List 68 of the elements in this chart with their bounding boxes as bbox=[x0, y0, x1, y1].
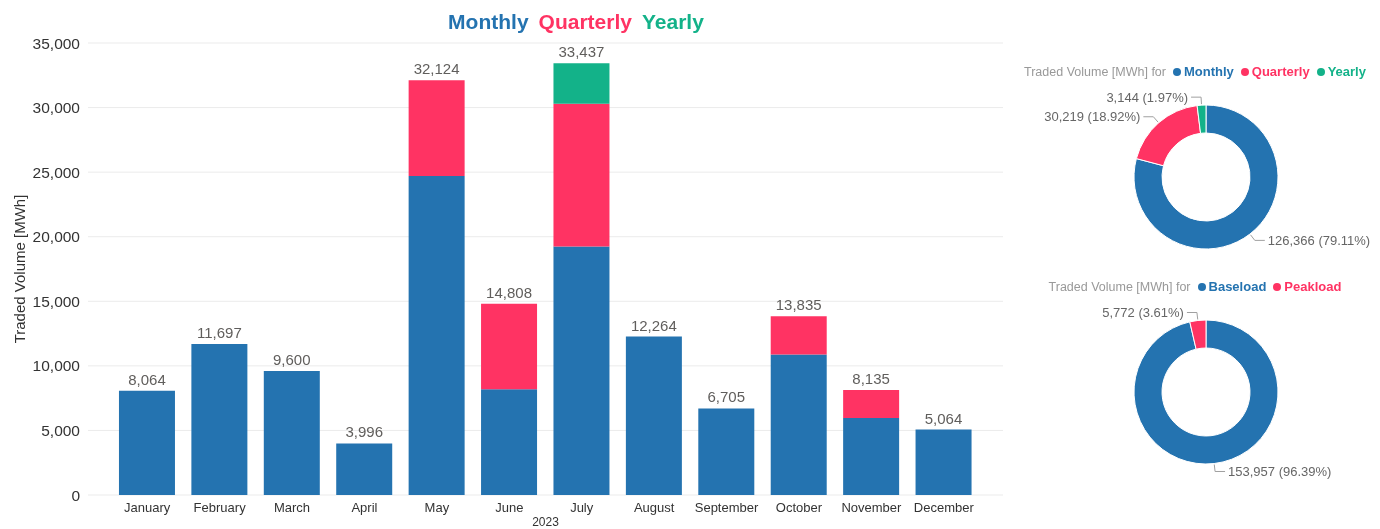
y-tick-label: 20,000 bbox=[32, 228, 81, 246]
bar bbox=[843, 389, 900, 419]
text: Monthly bbox=[448, 10, 529, 33]
legend-label: Yearly bbox=[1327, 63, 1366, 81]
bar bbox=[915, 429, 972, 495]
x-tick-label: January bbox=[124, 500, 171, 516]
y-tick-label: 5,000 bbox=[41, 421, 81, 439]
x-tick-label: July bbox=[570, 500, 594, 516]
bar bbox=[770, 316, 827, 355]
bar bbox=[553, 63, 610, 104]
bar bbox=[408, 80, 465, 177]
y-tick-label: 25,000 bbox=[32, 163, 81, 181]
total-label: 14,808 bbox=[486, 283, 532, 301]
bar bbox=[553, 246, 610, 495]
legend-label: Peakload bbox=[1284, 278, 1342, 296]
data-label: 153,957 (96.39%) bbox=[1228, 463, 1332, 479]
bar bbox=[553, 103, 610, 247]
y-tick-label: 15,000 bbox=[32, 292, 81, 310]
y-tick-label: 0 bbox=[71, 486, 81, 504]
legend-label: Quarterly bbox=[1251, 63, 1310, 81]
bar bbox=[698, 408, 755, 495]
total-label: 8,064 bbox=[128, 370, 166, 388]
data-label: 30,219 (18.92%) bbox=[1044, 109, 1141, 125]
x-tick-label: May bbox=[424, 500, 450, 516]
y-axis-title: Traded Volume [MWh] bbox=[10, 194, 28, 344]
data-label: 126,366 (79.11%) bbox=[1267, 232, 1371, 248]
chart-title: Traded Volume [MWh] for bbox=[1024, 65, 1166, 79]
y-tick-label: 10,000 bbox=[32, 357, 81, 375]
x-tick-label: February bbox=[193, 500, 247, 516]
data-label: 3,144 (1.97%) bbox=[1106, 89, 1189, 105]
bar bbox=[408, 176, 465, 495]
x-tick-label: September bbox=[694, 500, 760, 516]
bar bbox=[770, 354, 827, 495]
x-tick-label: December bbox=[913, 500, 975, 516]
total-label: 3,996 bbox=[345, 423, 383, 441]
legend-label: Baseload bbox=[1208, 278, 1267, 296]
x-tick-label: March bbox=[273, 500, 311, 516]
data-label: 5,772 (3.61%) bbox=[1102, 305, 1184, 321]
x-tick-label: November bbox=[841, 500, 903, 516]
donut-slice bbox=[1133, 319, 1279, 465]
total-label: 13,835 bbox=[775, 296, 822, 314]
bar bbox=[625, 336, 682, 495]
x-tick-label: October bbox=[775, 500, 823, 516]
bar bbox=[118, 390, 175, 495]
x-tick-label: August bbox=[633, 500, 675, 516]
total-label: 32,124 bbox=[413, 60, 460, 78]
total-label: 5,064 bbox=[924, 409, 963, 427]
x-axis-title: 2023 bbox=[532, 515, 560, 529]
bar bbox=[481, 303, 538, 390]
total-label: 8,135 bbox=[852, 369, 890, 387]
total-label: 33,437 bbox=[558, 43, 605, 61]
total-label: 9,600 bbox=[273, 351, 311, 369]
chart-title: Traded Volume [MWh] for bbox=[1048, 280, 1191, 294]
bar bbox=[843, 418, 900, 495]
total-label: 6,705 bbox=[707, 388, 746, 406]
bar bbox=[263, 371, 320, 495]
text: Quarterly bbox=[538, 10, 632, 33]
legend-label: Monthly bbox=[1183, 63, 1234, 81]
bar bbox=[191, 343, 248, 495]
total-label: 11,697 bbox=[197, 323, 242, 341]
bar bbox=[481, 389, 538, 495]
x-tick-label: April bbox=[351, 500, 378, 516]
bar bbox=[336, 443, 393, 495]
y-tick-label: 30,000 bbox=[32, 99, 81, 117]
x-tick-label: June bbox=[495, 500, 524, 516]
total-label: 12,264 bbox=[630, 316, 677, 334]
text: Yearly bbox=[641, 10, 704, 33]
y-tick-label: 35,000 bbox=[32, 34, 81, 52]
